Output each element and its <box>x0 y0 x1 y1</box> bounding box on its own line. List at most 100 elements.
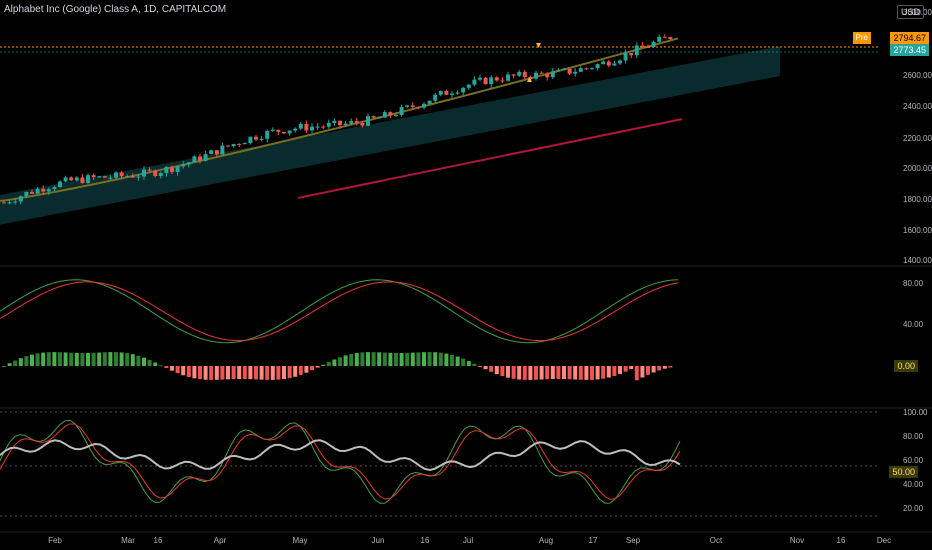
osc-fifty-tag: 50.00 <box>889 466 918 478</box>
price-axis-label: 2000.00 <box>903 164 932 173</box>
candle <box>612 63 617 66</box>
candle <box>242 142 247 145</box>
time-axis-label: 17 <box>589 536 598 545</box>
candle <box>80 177 85 183</box>
histogram-bar <box>287 366 292 379</box>
histogram-bar <box>52 352 57 366</box>
histogram-bar <box>567 366 572 380</box>
candle <box>556 69 561 72</box>
candle <box>472 79 477 85</box>
candle <box>142 169 146 177</box>
histogram-bar <box>254 366 258 380</box>
histogram-bar <box>528 366 533 380</box>
candle <box>58 181 62 188</box>
histogram-bar <box>270 366 275 380</box>
candle <box>494 77 499 81</box>
histogram-bar <box>595 366 600 380</box>
histogram-bar <box>136 355 141 366</box>
histogram-bar <box>259 366 264 380</box>
candle <box>63 177 68 182</box>
candle <box>394 114 398 116</box>
histogram-bar <box>366 352 370 366</box>
histogram-bar <box>198 366 202 380</box>
candle <box>562 68 566 70</box>
osc-axis-label: 80.00 <box>903 279 924 288</box>
histogram-bar <box>562 366 566 380</box>
candle <box>315 126 320 128</box>
candle <box>461 87 466 93</box>
price-axis-label: 1600.00 <box>903 226 932 235</box>
price-axis-label: 1800.00 <box>903 195 932 204</box>
candle <box>377 117 382 119</box>
histogram-bar <box>343 355 348 366</box>
time-axis-label: Sep <box>626 536 641 545</box>
histogram-bar <box>629 366 634 370</box>
histogram-bar <box>86 352 90 366</box>
time-axis-label: Apr <box>214 536 227 545</box>
candle <box>102 176 107 178</box>
histogram-bar <box>181 366 186 376</box>
candle <box>399 106 404 115</box>
histogram-bar <box>97 352 102 366</box>
candle <box>354 121 359 124</box>
candle <box>438 91 443 95</box>
candle <box>192 156 197 163</box>
histogram-bar <box>360 352 365 366</box>
candle <box>13 201 18 203</box>
histogram-bar <box>2 366 6 367</box>
candle <box>69 177 74 181</box>
candle <box>186 162 191 165</box>
histogram-bar <box>522 366 527 380</box>
candle <box>209 150 214 155</box>
histogram-bar <box>354 352 359 366</box>
time-axis-label: 16 <box>421 536 430 545</box>
candle <box>349 121 354 124</box>
candle <box>231 144 236 147</box>
histogram-bar <box>422 352 426 366</box>
histogram-bar <box>58 352 62 366</box>
histogram-bar <box>640 366 645 378</box>
candle <box>534 72 538 79</box>
histogram-bar <box>276 366 281 380</box>
time-axis-label: Nov <box>790 536 804 545</box>
candle <box>158 173 163 177</box>
histogram-bar <box>377 352 382 366</box>
candle <box>2 202 6 204</box>
histogram-bar <box>304 366 309 373</box>
candle <box>310 126 314 131</box>
histogram-bar <box>119 352 124 366</box>
candle <box>595 64 600 69</box>
time-axis-label: 16 <box>154 536 163 545</box>
histogram-bar <box>646 366 650 375</box>
histogram-bar <box>293 366 298 377</box>
stoch-k-line <box>0 419 681 504</box>
candle <box>220 145 225 155</box>
rsi-line <box>0 439 681 471</box>
histogram-bar <box>494 366 499 375</box>
histogram-bar <box>80 352 85 366</box>
histogram-bar <box>175 366 180 374</box>
candle <box>455 92 460 94</box>
histogram-bar <box>517 366 522 380</box>
histogram-bar <box>556 366 561 380</box>
histogram-bar <box>35 353 40 366</box>
histogram-bar <box>310 366 314 371</box>
histogram-bar <box>214 366 219 380</box>
candle <box>662 36 667 38</box>
currency-button[interactable]: USD <box>896 5 924 19</box>
candle <box>332 120 337 123</box>
candle <box>321 126 326 128</box>
histogram-bar <box>394 352 398 366</box>
histogram-bar <box>231 366 236 380</box>
candle <box>343 123 348 126</box>
candle <box>528 77 533 79</box>
histogram-bar <box>450 354 454 366</box>
candle <box>259 138 264 140</box>
histogram-bar <box>455 356 460 366</box>
candle <box>584 68 589 70</box>
candle <box>668 37 673 40</box>
candle <box>24 191 29 197</box>
candle <box>248 136 253 143</box>
candle <box>203 154 208 161</box>
